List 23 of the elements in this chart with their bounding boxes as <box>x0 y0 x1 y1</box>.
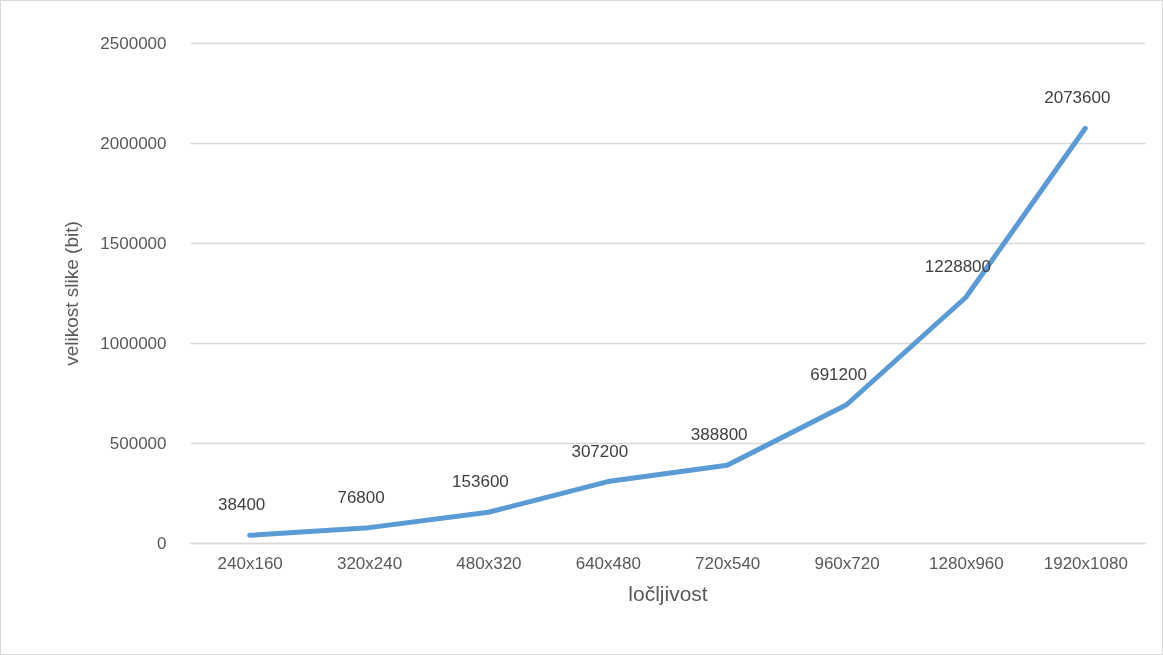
y-tick-label: 1500000 <box>100 233 167 253</box>
data-label: 153600 <box>452 472 509 492</box>
x-tick-label: 720x540 <box>695 553 761 573</box>
x-tick-label: 1920x1080 <box>1043 553 1128 573</box>
y-tick-label: 2500000 <box>100 33 167 53</box>
data-label: 76800 <box>337 487 385 507</box>
x-tick-label: 480x320 <box>456 553 522 573</box>
data-label: 388800 <box>690 425 748 445</box>
x-tick-label: 240x160 <box>217 553 283 573</box>
x-tick-label: 640x480 <box>575 553 641 573</box>
x-tick-label: 320x240 <box>336 553 403 573</box>
data-label: 691200 <box>810 364 867 384</box>
x-axis-title: ločljivost <box>628 581 708 605</box>
data-label: 307200 <box>571 441 629 461</box>
x-tick-label: 1280x960 <box>929 553 1004 573</box>
data-label: 2073600 <box>1044 88 1111 108</box>
y-tick-label: 2000000 <box>100 133 167 153</box>
y-tick-label: 0 <box>157 533 167 553</box>
y-tick-label: 1000000 <box>100 333 167 353</box>
y-axis-title: velikost slike (bit) <box>61 221 83 366</box>
data-label: 38400 <box>218 495 266 515</box>
y-tick-label: 500000 <box>109 433 167 453</box>
x-tick-label: 960x720 <box>814 553 880 573</box>
